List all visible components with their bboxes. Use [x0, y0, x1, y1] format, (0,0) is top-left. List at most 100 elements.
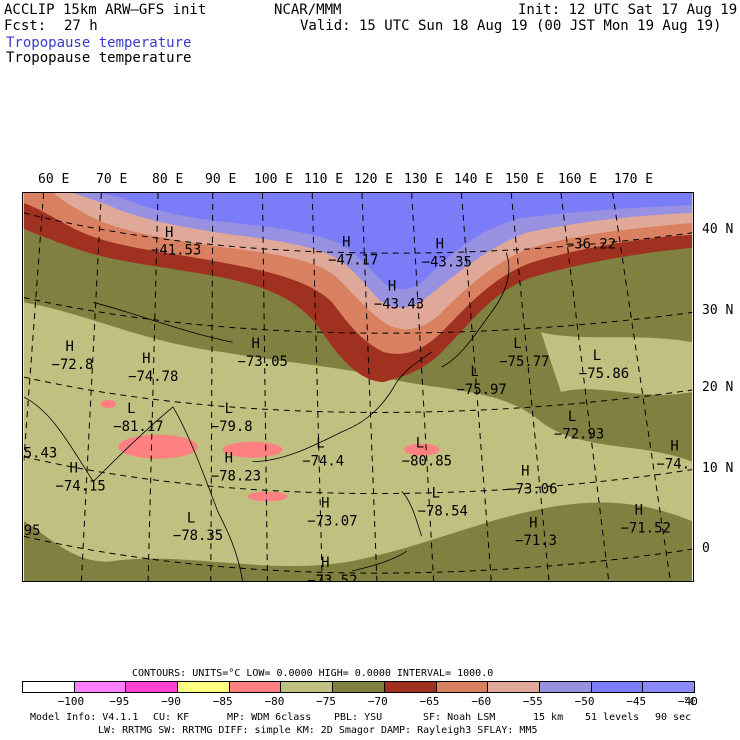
colorbar-tick-label: −60	[471, 695, 492, 708]
extreme-value-label: −73.06	[507, 481, 557, 497]
extreme-value-label: −47.17	[328, 253, 378, 269]
low-marker: L	[432, 485, 440, 501]
colorbar-swatch	[280, 681, 334, 693]
contour-field-title: Tropopause temperature	[6, 50, 192, 66]
extreme-value-label: −78.54	[418, 503, 468, 519]
low-marker: L	[593, 348, 601, 364]
colorbar-tick-label: −95	[109, 695, 130, 708]
low-marker: L	[513, 336, 521, 352]
colorbar-tick-label: −55	[522, 695, 543, 708]
extreme-value-label: −71.52	[621, 520, 671, 536]
high-marker: H	[142, 351, 150, 367]
colorbar-swatch	[383, 681, 437, 693]
lon-label: 110 E	[304, 172, 344, 187]
lon-label: 130 E	[404, 172, 444, 187]
high-marker: H	[66, 339, 74, 355]
model-title: ACCLIP 15km ARW–GFS init	[4, 2, 207, 18]
lon-label: 150 E	[505, 172, 545, 187]
lon-label: 170 E	[614, 172, 654, 187]
high-marker: H	[165, 225, 173, 241]
lon-label: 140 E	[454, 172, 494, 187]
lat-label: 30 N	[702, 303, 734, 318]
low-marker: L	[470, 364, 478, 380]
high-marker: H	[321, 555, 329, 571]
forecast-hours: 27 h	[64, 18, 98, 34]
extreme-value-label: −43.43	[374, 296, 424, 312]
lon-label: 60 E	[38, 172, 70, 187]
colorbar-swatch	[538, 681, 592, 693]
extreme-value-label: −79.8	[211, 419, 253, 435]
lon-label: 160 E	[558, 172, 598, 187]
coastlines	[23, 252, 510, 581]
init-time: Init: 12 UTC Sat 17 Aug 19	[518, 2, 738, 18]
forecast-label: Fcst:	[4, 18, 47, 34]
extreme-value-label: −74.15	[56, 478, 106, 494]
extreme-value-label: −41.53	[151, 243, 201, 259]
footer-sf: SF: Noah LSM	[423, 712, 496, 723]
lat-label: 20 N	[702, 380, 734, 395]
footer-physics: LW: RRTMG SW: RRTMG DIFF: simple KM: 2D …	[98, 725, 538, 736]
colorbar-swatch	[177, 681, 230, 693]
lon-label: 70 E	[96, 172, 128, 187]
high-marker: H	[321, 495, 329, 511]
colorbar-tick-label: −45	[626, 695, 647, 708]
extreme-value-label: −71.3	[515, 533, 557, 549]
high-marker: H	[635, 502, 643, 518]
high-marker: H	[252, 336, 260, 352]
lon-label: 100 E	[254, 172, 294, 187]
footer-cu: CU: KF	[153, 712, 190, 723]
colorbar-tick-label: −40	[678, 695, 698, 708]
lon-label: 120 E	[354, 172, 394, 187]
high-marker: H	[388, 278, 396, 294]
colorbar-swatch	[228, 681, 282, 693]
extreme-value-label: −75.86	[579, 366, 629, 382]
western-pacific-shading	[541, 332, 693, 395]
colorbar-swatch	[125, 681, 179, 693]
extreme-value-label: −78.23	[211, 469, 261, 485]
extreme-value-label: −74.4	[302, 454, 344, 470]
lat-label: 10 N	[702, 461, 734, 476]
extreme-value-label: −78.35	[173, 528, 223, 544]
cold-blue-core	[98, 193, 693, 290]
low-marker: L	[225, 401, 233, 417]
tropical-shading	[23, 302, 693, 567]
footer-levels: 51 levels	[585, 712, 640, 723]
lon-label: 80 E	[152, 172, 184, 187]
extreme-value-label: −73.05	[238, 354, 288, 370]
colorbar-swatch	[73, 681, 127, 693]
extreme-value-label: −81.17	[113, 419, 163, 435]
colorbar-swatch	[435, 681, 489, 693]
colorbar-tick-label: −85	[212, 695, 233, 708]
colorbar-tick-label: −90	[161, 695, 181, 708]
footer-model-info: Model Info: V4.1.1	[30, 712, 139, 723]
colorbar-swatch	[487, 681, 540, 693]
extreme-value-label: −80.85	[402, 454, 452, 470]
colorbar-tick-label: −100	[57, 695, 85, 708]
colorbar-swatch	[332, 681, 385, 693]
cold-spot	[118, 434, 198, 459]
colorbar-tick-label: −75	[316, 695, 337, 708]
low-marker: L	[127, 401, 135, 417]
extreme-value-label: −74.	[656, 457, 690, 473]
extreme-value-label: −72.8	[52, 357, 94, 373]
extreme-value-label: −75.97	[456, 382, 506, 398]
cold-spot	[247, 491, 288, 502]
tropopause-temperature-map: H−41.53 H−47.17H−43.35H−43.43−36.22H−73.0…	[22, 192, 694, 582]
colorbar-tick-label: −65	[419, 695, 440, 708]
colorbar-tick-label: −50	[574, 695, 595, 708]
lat-label: 40 N	[702, 222, 734, 237]
footer-resolution: 15 km	[533, 712, 564, 723]
lon-label: 90 E	[205, 172, 237, 187]
contours-info: CONTOURS: UNITS=°C LOW= 0.0000 HIGH= 0.0…	[132, 668, 494, 679]
colorbar-tick-label: −80	[264, 695, 285, 708]
high-marker: H	[521, 464, 529, 480]
high-marker: H	[436, 237, 444, 253]
colorbar-tick-label: −70	[367, 695, 388, 708]
low-marker: L	[568, 409, 576, 425]
low-marker: L	[187, 510, 195, 526]
extreme-value-label: −73.52	[307, 573, 357, 582]
extreme-value-label: −73.07	[307, 513, 357, 529]
footer-pbl: PBL: YSU	[334, 712, 383, 723]
org-label: NCAR/MMM	[274, 2, 342, 18]
lat-label: 0	[702, 541, 710, 556]
